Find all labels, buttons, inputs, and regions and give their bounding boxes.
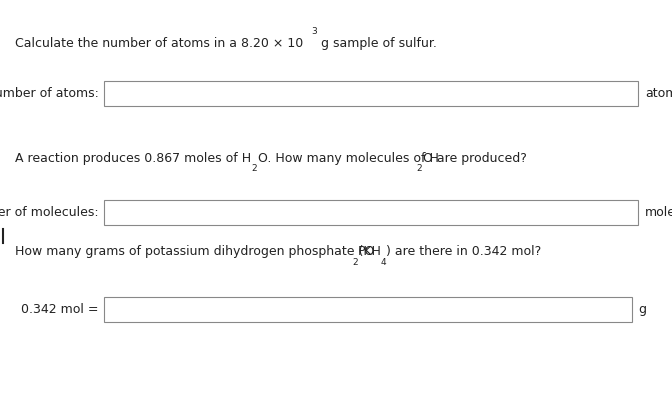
- Text: 0.342 mol =: 0.342 mol =: [22, 303, 99, 317]
- Text: ) are there in 0.342 mol?: ) are there in 0.342 mol?: [386, 245, 541, 258]
- Text: number of atoms:: number of atoms:: [0, 87, 99, 100]
- FancyBboxPatch shape: [104, 297, 632, 322]
- Text: g: g: [638, 303, 646, 317]
- Text: g sample of sulfur.: g sample of sulfur.: [317, 37, 437, 50]
- FancyBboxPatch shape: [104, 200, 638, 225]
- Text: 4: 4: [380, 258, 386, 267]
- Text: 3: 3: [311, 27, 317, 36]
- Text: How many grams of potassium dihydrogen phosphate (KH: How many grams of potassium dihydrogen p…: [15, 245, 380, 258]
- Text: molecules: molecules: [645, 206, 672, 219]
- Text: A reaction produces 0.867 moles of H: A reaction produces 0.867 moles of H: [15, 151, 251, 165]
- Text: 2: 2: [352, 258, 358, 267]
- Text: O are produced?: O are produced?: [423, 151, 528, 165]
- Text: Calculate the number of atoms in a 8.20 × 10: Calculate the number of atoms in a 8.20 …: [15, 37, 303, 50]
- Text: O. How many molecules of H: O. How many molecules of H: [258, 151, 439, 165]
- Text: atoms: atoms: [645, 87, 672, 100]
- Text: PO: PO: [358, 245, 376, 258]
- Text: number of molecules:: number of molecules:: [0, 206, 99, 219]
- FancyBboxPatch shape: [104, 81, 638, 106]
- Text: 2: 2: [251, 164, 257, 173]
- Text: 2: 2: [417, 164, 422, 173]
